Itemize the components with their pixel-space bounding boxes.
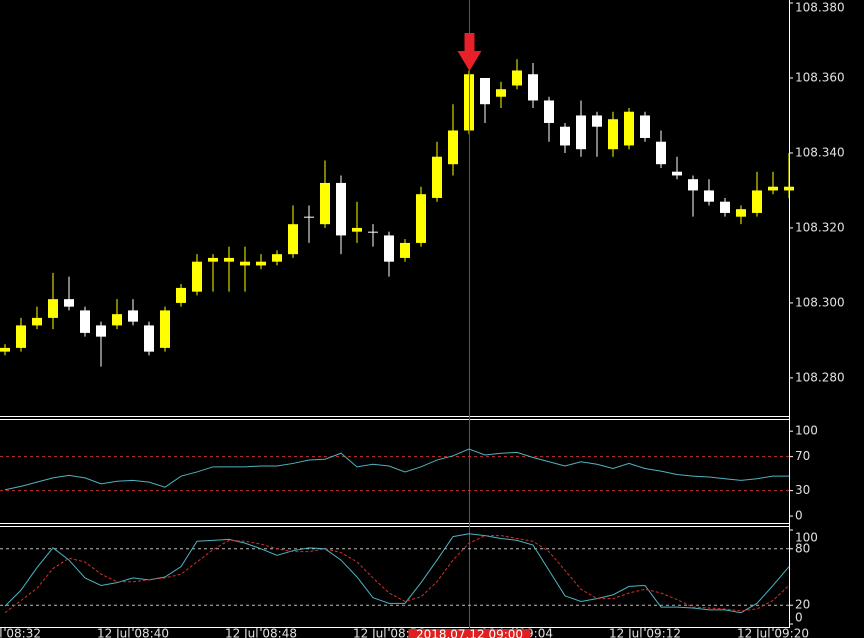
candle-body (688, 179, 698, 191)
candle-body (656, 141, 666, 165)
candle-body (592, 115, 602, 127)
candle-body (624, 111, 634, 146)
y-tick-label: 80 (795, 541, 810, 555)
candle-body (576, 115, 586, 150)
candle-body (416, 194, 426, 243)
y-tick-label: 108.320 (795, 220, 845, 234)
candle-body (720, 201, 730, 213)
y-tick-label: 0 (795, 611, 803, 625)
arrow-marker (457, 33, 482, 71)
candle-body (432, 156, 442, 198)
candle-body (192, 261, 202, 292)
candle-body (528, 74, 538, 101)
indicator-line (4, 533, 790, 614)
x-tick-label: 12 Jul 08:32 (0, 627, 41, 638)
candle-body (768, 186, 778, 191)
candle-body (544, 100, 554, 123)
y-tick-label: 20 (795, 598, 810, 612)
y-tick-label: 0 (795, 509, 803, 523)
candle-body (352, 227, 362, 232)
candle-body (480, 77, 490, 105)
candle-body (784, 186, 794, 191)
y-tick-label: 108.380 (795, 1, 845, 15)
candle-body (96, 325, 106, 337)
x-tick-label: 12 Jul 08:56 (353, 627, 425, 638)
candle-body (304, 216, 314, 218)
x-tick-label: 12 Jul 09:12 (609, 627, 681, 638)
crosshair-label: 2018.07.12 09:00 (416, 628, 523, 638)
candle-body (336, 182, 346, 236)
y-tick-label: 70 (795, 449, 810, 463)
candle-body (368, 231, 378, 233)
candle-body (160, 310, 170, 348)
y-tick-label: 108.360 (795, 70, 845, 84)
candle-body (144, 325, 154, 352)
candle-body (320, 182, 330, 225)
candle-body (608, 119, 618, 150)
y-tick-label: 30 (795, 483, 810, 497)
candle-body (0, 347, 10, 352)
y-tick-label: 100 (795, 424, 818, 438)
indicator-line (4, 535, 790, 614)
x-tick-label: 12 Jul 09:20 (737, 627, 809, 638)
y-tick-label: 100 (795, 531, 818, 545)
candle-body (64, 299, 74, 307)
indicator-line (4, 448, 789, 491)
crosshair-label-box (408, 629, 531, 638)
candle-body (16, 325, 26, 348)
candle-body (112, 314, 122, 326)
y-tick-label: 108.340 (795, 145, 845, 159)
candle-body (640, 115, 650, 138)
candle-body (560, 126, 570, 146)
candle-body (256, 261, 266, 266)
candle-body (176, 287, 186, 303)
candle-body (496, 89, 506, 97)
candle-body (48, 299, 58, 318)
candle-body (384, 235, 394, 262)
candle-body (288, 224, 298, 255)
candle-body (400, 242, 410, 258)
candle-body (512, 70, 522, 86)
candle-body (128, 310, 138, 322)
candle-body (80, 310, 90, 333)
candle-body (448, 130, 458, 165)
candle-body (752, 190, 762, 213)
candle-body (272, 254, 282, 262)
candle-body (208, 257, 218, 262)
y-tick-label: 108.280 (795, 370, 845, 384)
candle-body (736, 209, 746, 217)
candle-body (704, 190, 714, 202)
candle-body (224, 257, 234, 262)
y-tick-label: 108.300 (795, 295, 845, 309)
x-tick-label: 12 Jul 08:40 (97, 627, 169, 638)
candle-body (32, 317, 42, 326)
candle-body (240, 261, 250, 266)
candle-body (672, 171, 682, 176)
x-tick-label: 12 Jul 08:48 (225, 627, 297, 638)
